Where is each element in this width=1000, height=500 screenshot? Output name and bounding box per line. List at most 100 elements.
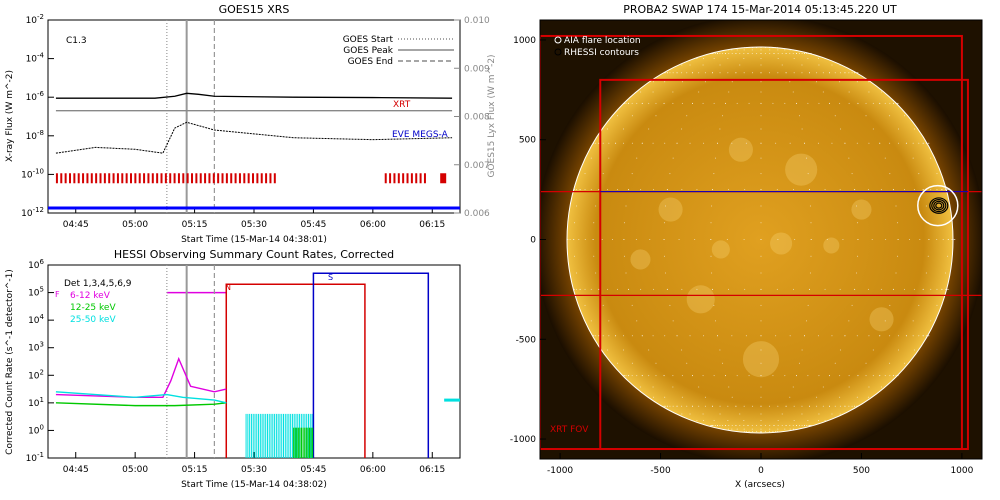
grid-dot: [868, 386, 870, 388]
grid-dot: [777, 49, 779, 51]
grid-dot: [918, 173, 920, 175]
grid-dot: [777, 405, 779, 407]
grid-dot: [623, 375, 625, 377]
grid-dot: [689, 142, 691, 144]
grid-dot: [913, 128, 915, 130]
grid-dot: [895, 102, 897, 104]
grid-dot: [818, 413, 820, 415]
grid-dot: [653, 288, 655, 290]
grid-dot: [892, 288, 894, 290]
grid-dot: [655, 102, 657, 104]
grid-dot: [608, 142, 610, 144]
grid-dot: [760, 288, 762, 290]
grid-dot: [702, 413, 704, 415]
grid-dot: [772, 375, 774, 377]
goes-x-tick-label: 05:30: [241, 220, 267, 230]
saa-bar: [312, 272, 430, 458]
rhessi-legend-icon: [554, 48, 562, 56]
grid-dot: [776, 189, 778, 191]
grid-dot: [777, 53, 779, 55]
grid-dot: [696, 288, 698, 290]
grid-dot: [760, 46, 762, 48]
grid-dot: [764, 430, 766, 432]
grid-dot: [760, 102, 762, 104]
grid-dot: [608, 157, 610, 159]
grid-dot: [905, 335, 907, 337]
grid-dot: [839, 349, 841, 351]
coverage-bar: [265, 173, 268, 184]
grid-dot: [947, 288, 949, 290]
coverage-bar: [121, 173, 124, 184]
grid-dot: [631, 304, 633, 306]
grid-dot: [743, 419, 745, 421]
grid-dot: [824, 288, 826, 290]
grid-dot: [584, 288, 586, 290]
active-region: [823, 237, 840, 254]
grid-dot: [676, 405, 678, 407]
grid-dot: [747, 425, 749, 426]
grid-dot: [807, 102, 809, 104]
grid-dot: [785, 405, 787, 407]
goes-series: [55, 92, 453, 154]
grid-dot: [854, 405, 856, 407]
grid-dot: [711, 53, 713, 55]
hessi-legend-title: Det 1,3,4,5,6,9: [64, 279, 132, 289]
grid-dot: [777, 239, 779, 240]
grid-dot: [871, 239, 873, 240]
grid-dot: [704, 396, 706, 398]
grid-dot: [805, 157, 807, 159]
grid-dot: [810, 255, 812, 257]
grid-dot: [655, 115, 657, 117]
aia-flare-circle: [917, 184, 959, 227]
grid-dot: [942, 239, 944, 240]
grid-dot: [649, 239, 651, 240]
goes-x-axis: 04:45 05:00 05:15 05:30 05:45 06:00 06:15: [63, 207, 445, 230]
grid-dot: [615, 142, 617, 144]
grid-dot: [681, 349, 683, 351]
grid-dot: [590, 288, 592, 290]
grid-dot: [834, 405, 836, 407]
grid-dot: [641, 375, 643, 377]
grid-dot: [789, 425, 791, 426]
grid-dot: [764, 53, 766, 55]
grid-dot: [897, 102, 899, 104]
grid-dot: [912, 320, 914, 322]
grid-dot: [807, 58, 809, 60]
hessi-y-tick-label: 105: [28, 286, 44, 299]
grid-dot: [897, 222, 899, 224]
grid-dot: [631, 375, 633, 377]
grid-dot: [922, 335, 924, 337]
grid-dot: [617, 288, 619, 290]
grid-dot: [793, 405, 795, 407]
grid-dot: [919, 239, 921, 240]
grid-dot: [748, 375, 750, 377]
grid-dot: [640, 189, 642, 191]
coverage-bar: [238, 173, 241, 184]
grid-dot: [897, 239, 899, 240]
night-bar: [225, 283, 366, 458]
grid-dot: [573, 255, 575, 257]
grid-dot: [743, 49, 745, 51]
grid-dot: [947, 189, 949, 191]
hessi-status-bars: [166, 272, 430, 458]
grid-dot: [611, 239, 613, 240]
grid-dot: [889, 375, 891, 377]
swap-x-label: X (arcsecs): [735, 480, 785, 490]
grid-dot: [722, 362, 724, 364]
grid-dot: [663, 72, 665, 74]
grid-dot: [715, 53, 717, 55]
grid-dot: [867, 189, 869, 191]
grid-dot: [798, 425, 800, 426]
grid-dot: [622, 349, 624, 351]
grid-dot: [663, 375, 665, 377]
grid-dot: [652, 142, 654, 144]
hessi-x-tick-label: 05:15: [182, 465, 208, 475]
coverage-bar: [410, 173, 413, 184]
grid-dot: [698, 91, 700, 93]
grid-dot: [686, 362, 688, 364]
grid-dot: [805, 320, 807, 322]
grid-dot: [801, 53, 803, 55]
grid-dot: [795, 425, 797, 426]
grid-dot: [595, 335, 597, 337]
grid-dot: [872, 375, 874, 377]
